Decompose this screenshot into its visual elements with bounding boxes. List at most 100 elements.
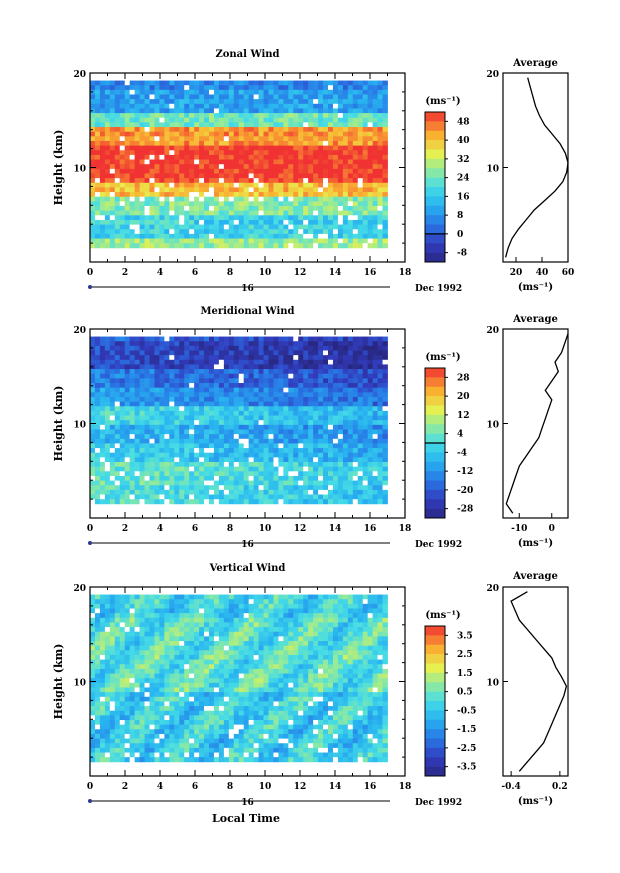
heatmap-cell (114, 654, 121, 661)
heatmap-cell (139, 219, 145, 225)
heatmap-cell (347, 117, 354, 123)
heatmap-cell (189, 341, 195, 347)
heatmap-cell (228, 499, 235, 505)
heatmap-cell (169, 401, 175, 407)
heatmap-cell (362, 475, 369, 481)
heatmap-cell (377, 178, 383, 184)
heatmap-cell (362, 238, 369, 244)
heatmap-cell (184, 466, 190, 472)
heatmap-cell (357, 168, 364, 174)
heatmap-cell (372, 392, 378, 398)
heatmap-cell (328, 94, 334, 100)
heatmap-cell (129, 103, 136, 109)
heatmap-cell (204, 131, 210, 137)
heatmap-cell (159, 406, 165, 412)
heatmap-cell (129, 383, 136, 389)
heatmap-cell (154, 229, 160, 235)
heatmap-cell (174, 159, 180, 165)
heatmap-cell (94, 733, 101, 739)
heatmap-cell (308, 429, 314, 435)
heatmap-cell (303, 350, 309, 356)
heatmap-cell (362, 364, 369, 370)
heatmap-cell (90, 480, 96, 486)
heatmap-cell (233, 373, 240, 379)
heatmap-cell (367, 164, 374, 170)
heatmap-cell (223, 178, 230, 184)
heatmap-cell (253, 424, 259, 430)
heatmap-cell (308, 229, 314, 235)
heatmap-cell (218, 387, 225, 393)
heatmap-cell (268, 117, 274, 123)
heatmap-cell (352, 80, 359, 86)
heatmap-cell (377, 475, 383, 481)
heatmap-cell (139, 387, 145, 393)
heatmap-cell (323, 373, 329, 379)
heatmap-cell (209, 233, 215, 239)
heatmap-cell (238, 401, 245, 407)
heatmap-cell (104, 122, 111, 128)
heatmap-cell (263, 154, 269, 160)
heatmap-cell (104, 457, 111, 463)
heatmap-cell (342, 140, 349, 147)
heatmap-cell (159, 429, 165, 435)
heatmap-cell (204, 415, 210, 421)
heatmap-cell (318, 373, 324, 379)
heatmap-cell (298, 108, 304, 114)
heatmap-cell (104, 215, 111, 221)
heatmap-cell (164, 401, 170, 407)
heatmap-cell (298, 401, 304, 407)
heatmap-cell (149, 462, 155, 468)
heatmap-cell (139, 696, 145, 702)
heatmap-cell (90, 729, 96, 735)
heatmap-cell (124, 113, 131, 119)
heatmap-cell (258, 485, 264, 491)
heatmap-cell (119, 396, 126, 403)
heatmap-cell (313, 369, 319, 375)
heatmap-cell (144, 387, 150, 393)
heatmap-cell (104, 466, 111, 472)
heatmap-cell (382, 206, 388, 212)
heatmap-cell (337, 406, 344, 412)
heatmap-cell (352, 489, 359, 495)
heatmap-cell (164, 192, 170, 198)
heatmap-cell (318, 499, 324, 505)
heatmap-cell (372, 462, 378, 468)
heatmap-cell (204, 164, 210, 170)
heatmap-cell (357, 206, 364, 212)
heatmap-cell (342, 462, 349, 468)
heatmap-cell (124, 608, 131, 614)
heatmap-cell (114, 182, 121, 188)
heatmap-cell (377, 457, 383, 463)
heatmap-cell (228, 448, 235, 454)
heatmap-cell (313, 85, 319, 91)
heatmap-cell (328, 359, 334, 365)
heatmap-cell (273, 178, 279, 184)
heatmap-cell (213, 136, 220, 142)
heatmap-cell (332, 94, 339, 100)
heatmap-cell (218, 452, 225, 458)
heatmap-cell (228, 136, 235, 142)
heatmap-cell (357, 140, 364, 147)
heatmap-cell (273, 89, 279, 95)
heatmap-cell (362, 462, 369, 468)
heatmap-cell (298, 369, 304, 375)
heatmap-cell (293, 145, 299, 151)
heatmap-cell (134, 117, 140, 123)
heatmap-cell (293, 415, 299, 421)
heatmap-cell (218, 415, 225, 421)
heatmap-cell (362, 122, 369, 128)
heatmap-cell (119, 164, 126, 170)
heatmap-cell (119, 673, 126, 679)
heatmap-cell (263, 192, 269, 198)
heatmap-cell (263, 457, 269, 463)
heatmap-cell (134, 341, 140, 347)
heatmap-cell (218, 438, 225, 444)
heatmap-cell (367, 373, 374, 379)
heatmap-cell (218, 406, 225, 412)
heatmap-cell (119, 122, 126, 128)
heatmap-cell (318, 178, 324, 184)
heatmap-cell (253, 466, 259, 472)
heatmap-cell (288, 480, 294, 486)
heatmap-cell (114, 687, 121, 693)
heatmap-cell (104, 443, 111, 449)
